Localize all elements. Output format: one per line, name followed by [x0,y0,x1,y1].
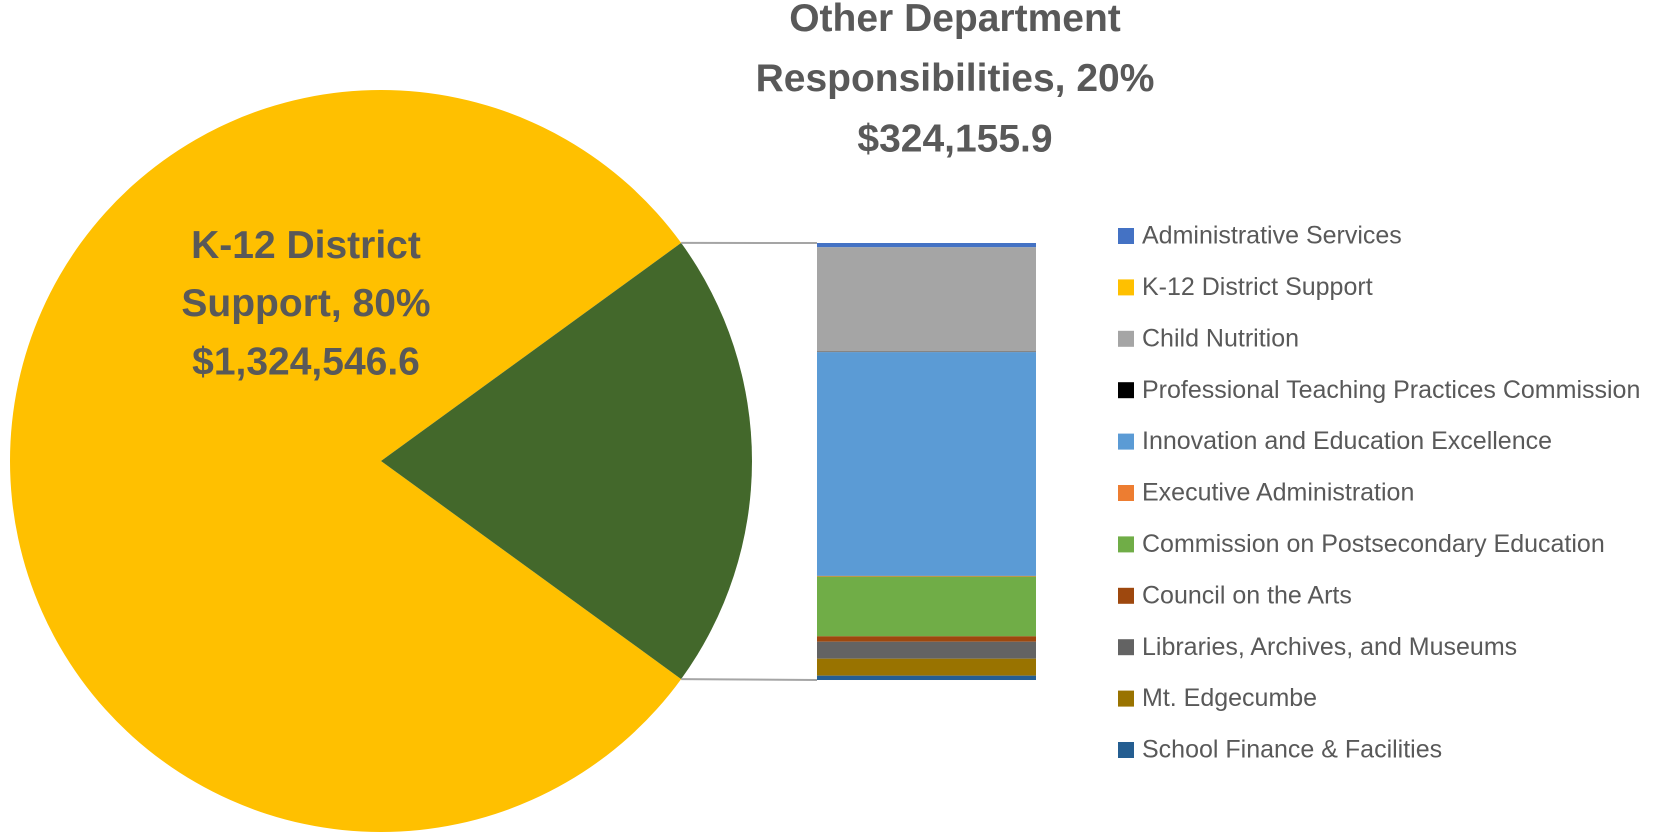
bar-segment [817,576,1036,637]
legend-label: Professional Teaching Practices Commissi… [1142,376,1640,404]
legend-swatch [1118,382,1134,399]
legend-swatch [1118,433,1134,450]
legend-swatch [1118,587,1134,604]
amount-label: $1,324,546.6 [192,340,420,383]
legend-label: Innovation and Education Excellence [1142,427,1552,455]
legend-label: K-12 District Support [1142,273,1373,301]
bar-segment [817,675,1036,681]
bar-segment [817,641,1036,659]
bar-segment [817,243,1036,248]
bar-segment [817,636,1036,642]
legend-swatch [1118,485,1134,501]
bar-segment [817,658,1036,676]
legend-label: Libraries, Archives, and Museums [1142,633,1517,661]
legend-label: Executive Administration [1142,479,1414,507]
legend-swatch [1118,690,1134,707]
label-line: Responsibilities, 20% [756,57,1155,100]
legend-swatch [1118,330,1134,347]
data-label: Other Department Responsibilities, 20% [756,0,1155,100]
pie-slice [9,89,682,832]
legend-swatch [1118,279,1134,296]
legend-label: School Finance & Facilities [1142,736,1442,764]
bar-segment [817,575,1036,577]
label-line: Other Department [789,0,1121,40]
label-line: K-12 District [191,224,421,267]
legend-label: Administrative Services [1142,222,1402,250]
bar-segment [817,247,1036,352]
amount-label: $324,155.9 [857,117,1052,160]
pie-slice [381,242,752,680]
label-line: Support, 80% [181,282,430,325]
legend-swatch [1118,742,1134,758]
legend-swatch [1118,228,1134,244]
legend-label: Mt. Edgecumbe [1142,684,1317,712]
legend-label: Child Nutrition [1142,324,1299,352]
connector [681,678,818,681]
legend-label: Commission on Postsecondary Education [1142,530,1605,558]
data-label: K-12 District Support, 80% [181,224,430,325]
legend-swatch [1118,536,1134,553]
bar-segment [817,352,1036,576]
legend-swatch [1118,639,1134,656]
legend-label: Council on the Arts [1142,581,1352,609]
